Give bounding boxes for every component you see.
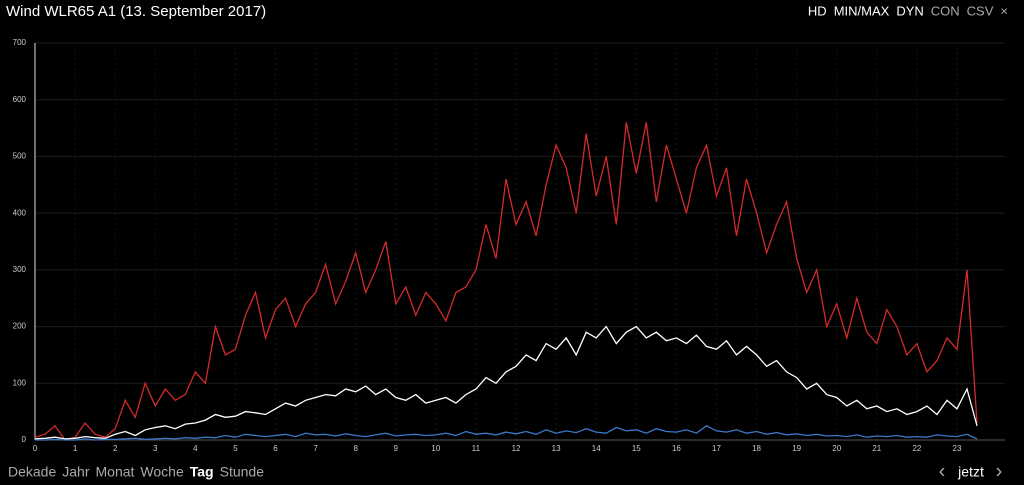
y-tick-label: 500 xyxy=(13,152,27,161)
nav-link[interactable]: Stunde xyxy=(220,464,265,480)
x-tick-label: 13 xyxy=(552,444,561,453)
nav-link[interactable]: Woche xyxy=(140,464,184,480)
x-tick-label: 0 xyxy=(33,444,38,453)
x-tick-label: 9 xyxy=(394,444,399,453)
prev-button[interactable]: ‹ xyxy=(939,460,946,482)
x-tick-label: 11 xyxy=(472,444,481,453)
toolbar-button[interactable]: MIN/MAX xyxy=(834,3,890,18)
toolbar-button[interactable]: HD xyxy=(808,3,827,18)
x-tick-label: 22 xyxy=(912,444,921,453)
x-tick-label: 8 xyxy=(353,444,358,453)
nav-link[interactable]: Jahr xyxy=(62,464,90,480)
series-line xyxy=(34,122,978,441)
y-tick-label: 0 xyxy=(22,435,27,444)
y-tick-label: 600 xyxy=(13,95,27,104)
toolbar-button[interactable]: × xyxy=(1000,3,1008,18)
x-tick-label: 18 xyxy=(752,444,761,453)
x-tick-label: 3 xyxy=(153,444,158,453)
y-tick-label: 200 xyxy=(13,322,27,331)
nav-link[interactable]: Monat xyxy=(96,464,135,480)
x-tick-label: 23 xyxy=(953,444,962,453)
x-tick-label: 16 xyxy=(672,444,681,453)
x-tick-label: 6 xyxy=(273,444,278,453)
x-tick-label: 15 xyxy=(632,444,641,453)
nav-link[interactable]: Dekade xyxy=(8,464,56,480)
series-line xyxy=(35,425,978,441)
x-tick-label: 14 xyxy=(592,444,601,453)
x-tick-label: 1 xyxy=(73,444,78,453)
nav-link[interactable]: Tag xyxy=(190,464,214,480)
x-tick-label: 7 xyxy=(313,444,318,453)
x-tick-label: 2 xyxy=(113,444,118,453)
next-button[interactable]: › xyxy=(996,460,1003,482)
x-tick-label: 19 xyxy=(792,444,801,453)
y-tick-label: 100 xyxy=(13,378,27,387)
y-tick-label: 300 xyxy=(13,265,27,274)
now-button[interactable]: jetzt xyxy=(957,464,984,480)
x-tick-label: 5 xyxy=(233,444,238,453)
series-line xyxy=(34,325,978,440)
y-tick-label: 700 xyxy=(13,38,27,47)
toolbar-button[interactable]: CSV xyxy=(967,3,994,18)
x-tick-label: 4 xyxy=(193,444,198,453)
y-tick-label: 400 xyxy=(13,208,27,217)
x-tick-label: 21 xyxy=(872,444,881,453)
x-tick-label: 10 xyxy=(431,444,440,453)
chart-title: Wind WLR65 A1 (13. September 2017) xyxy=(6,3,266,20)
x-tick-label: 12 xyxy=(512,444,521,453)
toolbar-button[interactable]: CON xyxy=(931,3,960,18)
toolbar-button[interactable]: DYN xyxy=(896,3,923,18)
x-tick-label: 17 xyxy=(712,444,721,453)
x-tick-label: 20 xyxy=(832,444,841,453)
